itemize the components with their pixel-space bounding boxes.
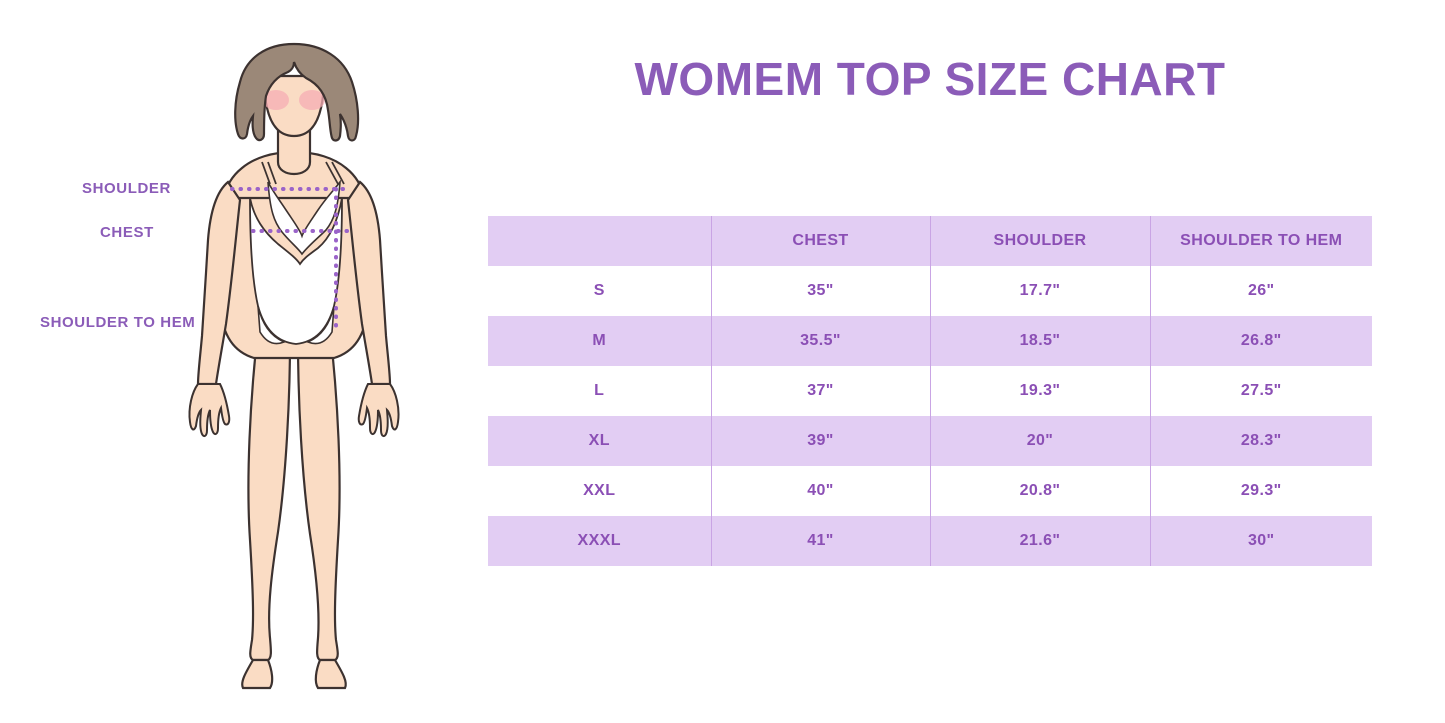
size-cell: XXXL	[488, 516, 712, 566]
label-shoulder-to-hem: SHOULDER TO HEM	[40, 314, 196, 331]
garment-neckline	[267, 179, 342, 256]
figure-illustration: SHOULDER CHEST SHOULDER TO HEM	[0, 0, 470, 723]
blush-right	[299, 90, 325, 110]
female-figure-svg	[188, 42, 400, 690]
chest-cell: 40"	[710, 466, 931, 516]
shoulder-cell: 21.6"	[929, 516, 1151, 566]
arms-group	[188, 180, 400, 438]
hair-shape	[234, 42, 360, 142]
column-header-chest: CHEST	[710, 216, 931, 266]
size-cell: S	[488, 266, 712, 316]
garment-strap-right	[325, 161, 339, 185]
chest-cell: 35"	[710, 266, 931, 316]
column-header-size	[488, 216, 712, 266]
table-row: M 35.5" 18.5" 26.8"	[488, 316, 1372, 366]
size-cell: L	[488, 366, 712, 416]
shoulder-cell: 20"	[929, 416, 1151, 466]
shoulder-to-hem-cell: 26.8"	[1149, 316, 1372, 366]
table-row: XXL 40" 20.8" 29.3"	[488, 466, 1372, 516]
size-cell: XXL	[488, 466, 712, 516]
table-row: XXXL 41" 21.6" 30"	[488, 516, 1372, 566]
chest-cell: 35.5"	[710, 316, 931, 366]
garment-strap-left	[261, 161, 271, 185]
legs-group	[241, 328, 347, 690]
table-row: S 35" 17.7" 26"	[488, 266, 1372, 316]
shoulder-to-hem-cell: 27.5"	[1149, 366, 1372, 416]
label-chest: CHEST	[100, 224, 154, 241]
shoulder-cell: 18.5"	[929, 316, 1151, 366]
size-cell: XL	[488, 416, 712, 466]
shoulder-to-hem-cell: 29.3"	[1149, 466, 1372, 516]
table-row: XL 39" 20" 28.3"	[488, 416, 1372, 466]
shoulder-to-hem-cell: 28.3"	[1149, 416, 1372, 466]
label-shoulder: SHOULDER	[82, 180, 171, 197]
chest-cell: 39"	[710, 416, 931, 466]
column-header-shoulder-to-hem: SHOULDER TO HEM	[1149, 216, 1372, 266]
column-header-shoulder: SHOULDER	[929, 216, 1151, 266]
shoulder-cell: 20.8"	[929, 466, 1151, 516]
table-row: L 37" 19.3" 27.5"	[488, 366, 1372, 416]
blush-left	[263, 90, 289, 110]
shoulder-to-hem-cell: 26"	[1149, 266, 1372, 316]
shoulder-cell: 17.7"	[929, 266, 1151, 316]
chest-cell: 41"	[710, 516, 931, 566]
shoulder-cell: 19.3"	[929, 366, 1151, 416]
neck-shape	[276, 126, 312, 176]
shoulder-to-hem-cell: 30"	[1149, 516, 1372, 566]
size-chart-table: CHEST SHOULDER SHOULDER TO HEM S 35" 17.7"…	[488, 216, 1372, 566]
table-header-row: CHEST SHOULDER SHOULDER TO HEM	[488, 216, 1372, 266]
page-title: WOMEM TOP SIZE CHART	[634, 53, 1226, 105]
size-cell: M	[488, 316, 712, 366]
chest-cell: 37"	[710, 366, 931, 416]
